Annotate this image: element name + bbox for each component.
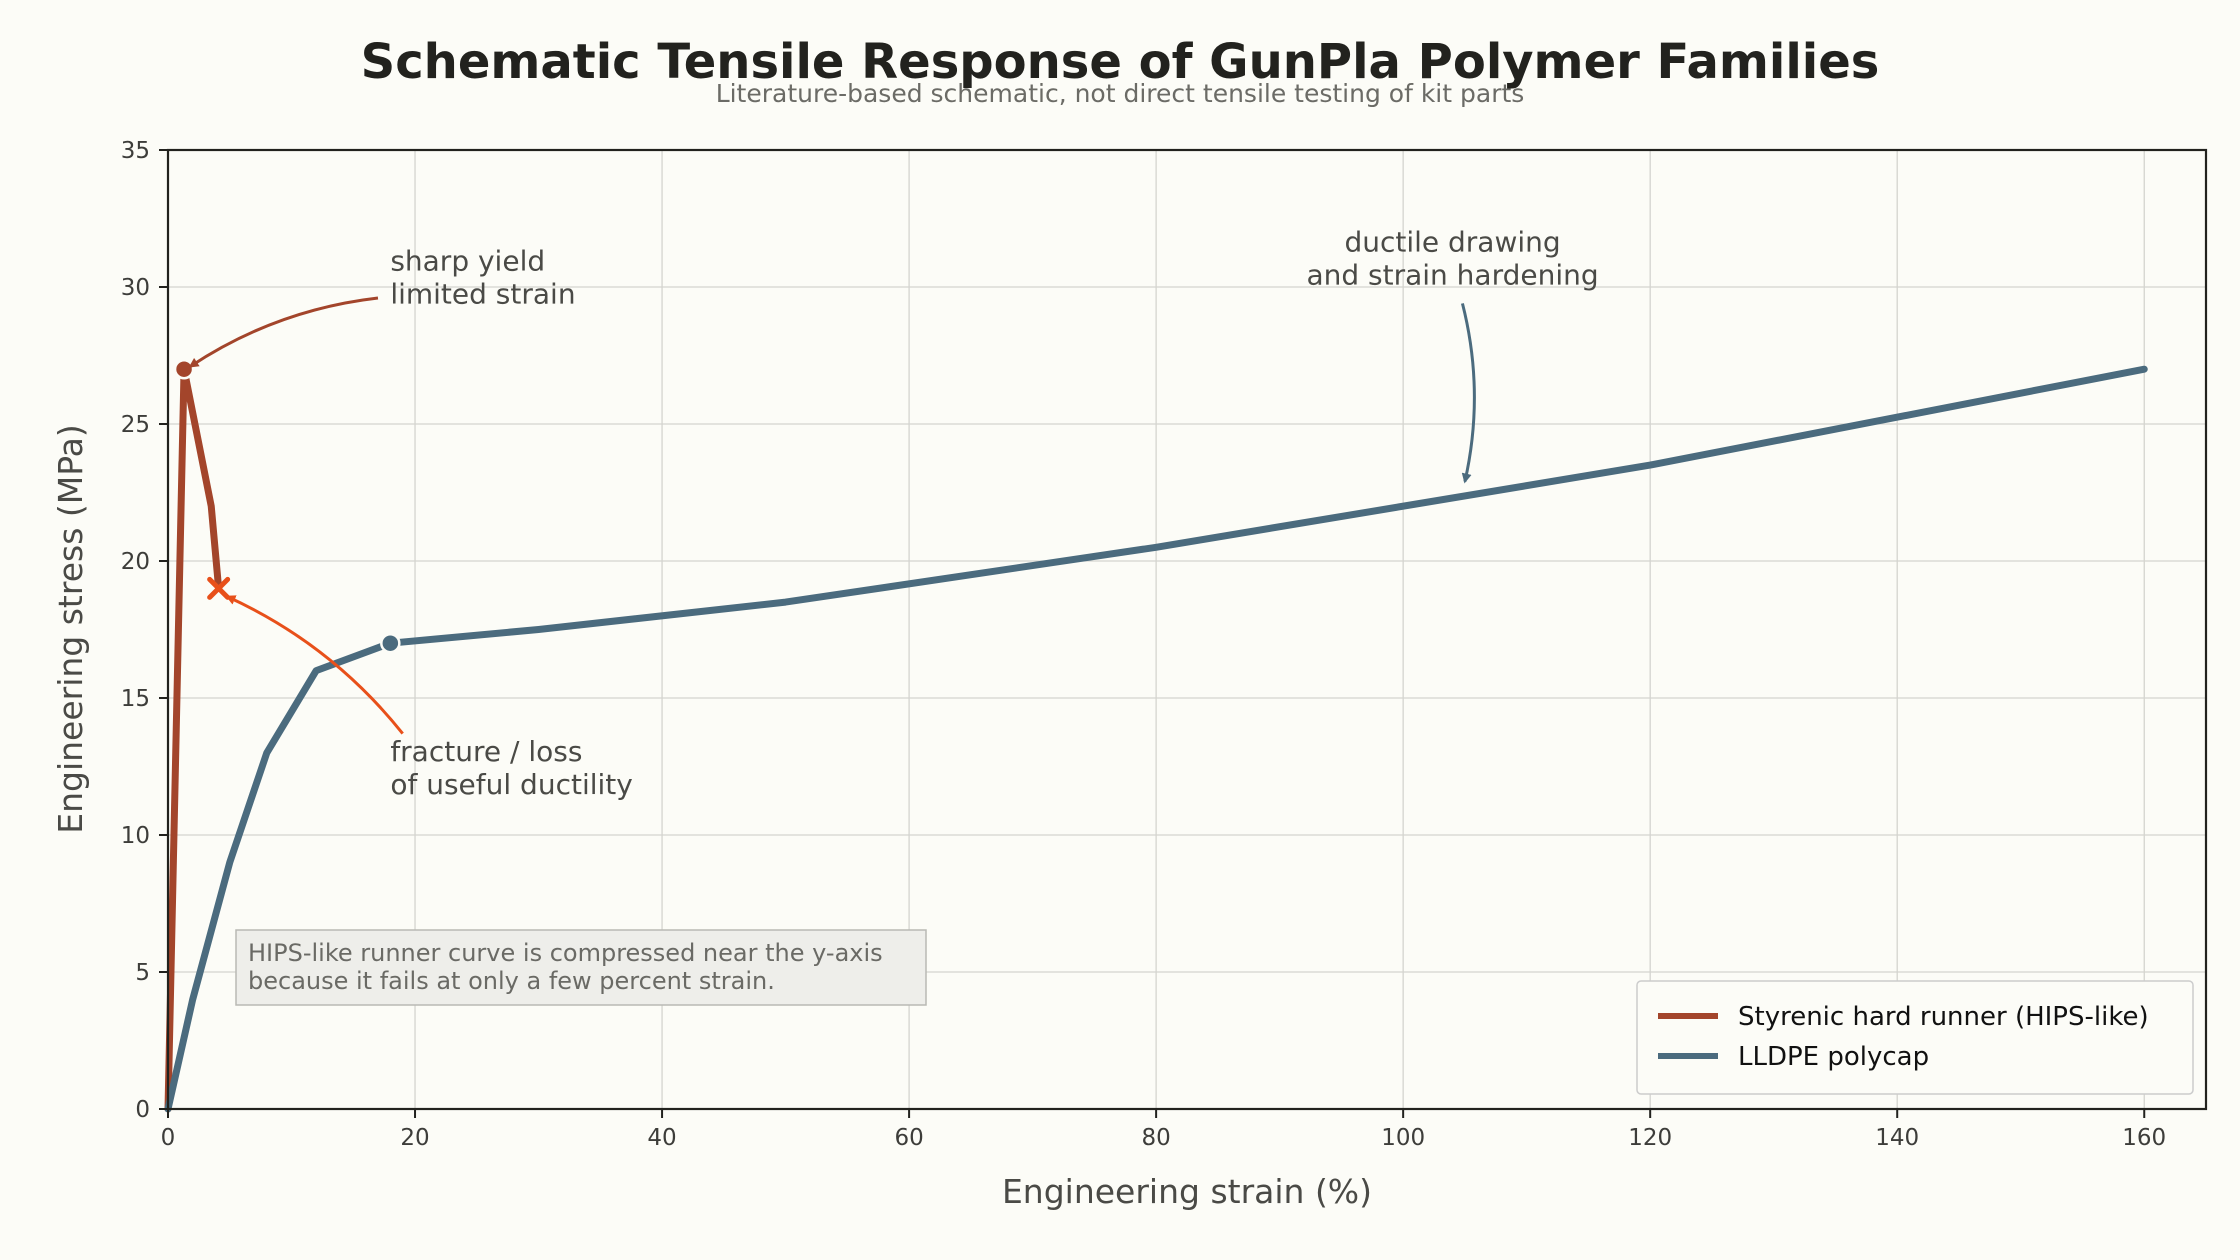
annotation-text: ductile drawing: [1344, 225, 1560, 258]
plot-area: [164, 358, 2148, 1113]
y-tick-label: 0: [135, 1097, 150, 1123]
annotation-arrow: [225, 595, 404, 735]
y-tick-label: 30: [121, 275, 150, 301]
y-tick-label: 5: [135, 960, 150, 986]
note-line-1: HIPS-like runner curve is compressed nea…: [248, 939, 883, 967]
x-tick-label: 100: [1381, 1125, 1425, 1151]
y-tick-label: 10: [121, 823, 150, 849]
legend: Styrenic hard runner (HIPS-like) LLDPE p…: [1636, 980, 2194, 1095]
data-point: [173, 358, 195, 380]
legend-label-hips: Styrenic hard runner (HIPS-like): [1738, 1002, 2149, 1032]
y-tick-label: 20: [121, 549, 150, 575]
x-tick-label: 0: [161, 1125, 176, 1151]
x-tick-label: 160: [2122, 1125, 2166, 1151]
x-tick-label: 20: [400, 1125, 429, 1151]
annotation-text: of useful ductility: [390, 768, 633, 801]
annotation-arrow: [188, 296, 379, 368]
plot-frame: [166, 148, 2208, 1111]
note-box: HIPS-like runner curve is compressed nea…: [235, 929, 927, 1006]
annotation-text: limited strain: [390, 278, 575, 311]
fracture-marker: [207, 576, 231, 600]
y-axis-label: Engineering stress (MPa): [51, 424, 90, 834]
annotation-text: fracture / loss: [390, 735, 582, 768]
x-axis-label: Engineering strain (%): [1002, 1172, 1372, 1211]
note-background: [235, 929, 927, 1006]
y-tick-label: 15: [121, 686, 150, 712]
axes: 0 20 40 60 80 100 120 140 160 0 5 10 15 20 25 30 35: [121, 138, 2208, 1151]
note-line-2: because it fails at only a few percent s…: [248, 967, 775, 995]
legend-label-lldpe: LLDPE polycap: [1738, 1042, 1929, 1072]
chart-subtitle: Literature-based schematic, not direct t…: [716, 79, 1525, 108]
series-line-0: [164, 365, 223, 1113]
annotation-text: sharp yield: [390, 245, 545, 278]
y-tick-label: 25: [121, 412, 150, 438]
y-tick-label: 35: [121, 138, 150, 164]
x-tick-label: 60: [894, 1125, 923, 1151]
x-tick-label: 120: [1628, 1125, 1672, 1151]
x-tick-label: 80: [1141, 1125, 1170, 1151]
chart-title: Schematic Tensile Response of GunPla Pol…: [361, 34, 1880, 90]
x-tick-label: 140: [1875, 1125, 1919, 1151]
data-point: [380, 632, 401, 654]
x-tick-label: 40: [647, 1125, 676, 1151]
legend-box: [1636, 980, 2194, 1095]
annotation-arrow: [1460, 303, 1476, 484]
annotation-text: and strain hardening: [1306, 258, 1598, 291]
